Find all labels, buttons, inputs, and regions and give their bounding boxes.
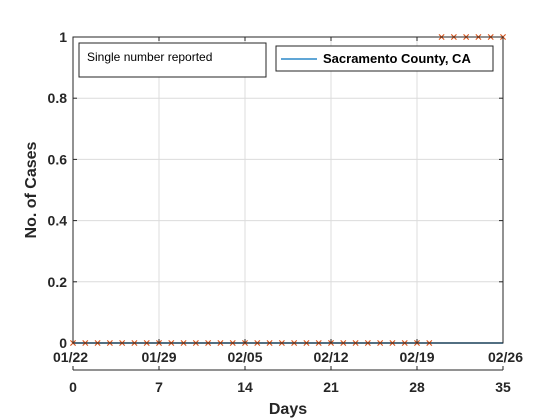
axes: [72, 36, 504, 344]
x-tick-label-0: 0: [69, 379, 77, 395]
x-tick-label-3: 21: [323, 379, 339, 395]
date-tick-label-5: 02/26: [488, 349, 523, 365]
date-tick-label-2: 02/05: [227, 349, 262, 365]
x-tick-label-4: 28: [409, 379, 425, 395]
grid: [73, 37, 503, 343]
x-tick-labels: 0 7 14 21 28 35: [69, 379, 511, 395]
date-axis: 01/22 01/29 02/05 02/12 02/19 02/26: [53, 349, 523, 371]
annotation-frame: [78, 42, 267, 78]
y-tick-label-0: 0: [59, 335, 67, 351]
y-tick-labels: 0 0.2 0.4 0.6 0.8 1: [48, 29, 68, 351]
y-axis-title: No. of Cases: [23, 141, 40, 238]
y-tick-label-2: 0.4: [48, 213, 68, 229]
axes-frame: [72, 36, 504, 344]
legend-entry-sacramento: Sacramento County, CA: [323, 51, 471, 66]
date-tick-label-0: 01/22: [53, 349, 88, 365]
plot-area: [73, 37, 503, 343]
legend: Sacramento County, CA: [275, 45, 494, 72]
x-tick-label-1: 7: [155, 379, 163, 395]
y-tick-label-3: 0.6: [48, 151, 68, 167]
date-tick-label-4: 02/19: [399, 349, 434, 365]
annotation-box: Single number reported: [78, 42, 267, 78]
x-tick-label-2: 14: [237, 379, 253, 395]
y-tick-label-4: 0.8: [48, 90, 68, 106]
x-axis-title: Days: [269, 401, 307, 418]
y-tick-label-1: 0.2: [48, 274, 68, 290]
date-tick-label-1: 01/29: [141, 349, 176, 365]
x-tick-label-5: 35: [495, 379, 511, 395]
date-tick-label-3: 02/12: [313, 349, 348, 365]
y-tick-label-5: 1: [59, 29, 67, 45]
annotation-text: Single number reported: [87, 50, 212, 64]
